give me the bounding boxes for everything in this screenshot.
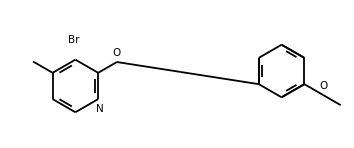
Text: O: O bbox=[113, 48, 121, 58]
Text: Br: Br bbox=[68, 35, 80, 45]
Text: N: N bbox=[96, 104, 104, 114]
Text: O: O bbox=[319, 81, 327, 91]
